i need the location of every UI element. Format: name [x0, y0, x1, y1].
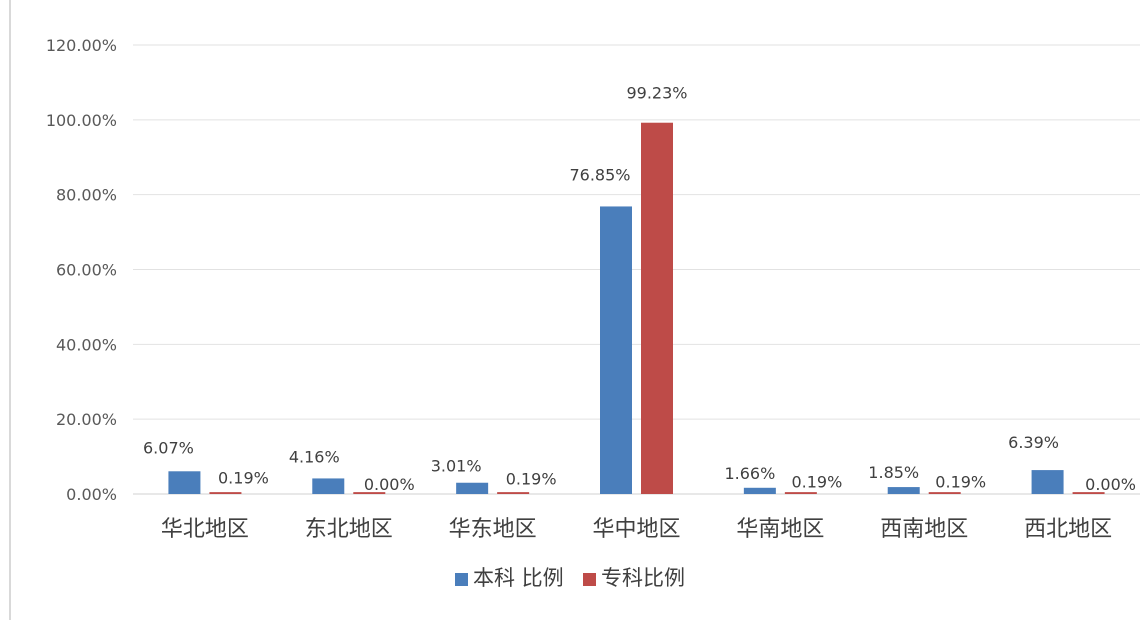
bar-undergrad-2 [456, 482, 489, 494]
bar-undergrad-6 [1031, 470, 1064, 494]
data-label: 76.85% [569, 165, 630, 184]
bar-undergrad-3 [600, 206, 632, 494]
y-axis-ticks: 0.00% 20.00% 40.00% 60.00% 80.00% 100.00% 120.… [46, 36, 117, 504]
bar-junior-1 [353, 492, 386, 494]
legend-label: 专科比例 [601, 566, 685, 590]
y-tick-label: 120.00% [46, 36, 117, 55]
data-label: 6.07% [143, 438, 194, 457]
data-label: 0.19% [506, 469, 557, 488]
legend-swatch [455, 573, 468, 586]
data-labels: 6.07% 4.16% 3.01% 76.85% 1.66% 1.85% 6.39% 0.19… [143, 84, 1136, 494]
x-axis-categories: 华北地区 东北地区 华东地区 华中地区 华南地区 西南地区 西北地区 [161, 517, 1112, 542]
data-label: 4.16% [289, 447, 340, 466]
x-category-label: 华北地区 [161, 517, 249, 542]
bar-junior-2 [497, 492, 530, 494]
data-label: 0.00% [364, 475, 415, 494]
data-label: 6.39% [1008, 433, 1059, 452]
y-tick-label: 40.00% [56, 335, 117, 354]
bars [168, 122, 1105, 494]
bar-junior-4 [784, 492, 817, 494]
x-category-label: 东北地区 [305, 517, 393, 542]
data-label: 1.66% [724, 464, 775, 483]
y-tick-label: 80.00% [56, 186, 117, 205]
x-category-label: 西南地区 [880, 517, 968, 542]
legend: 本科 比例 专科比例 [455, 566, 685, 590]
gridlines [133, 44, 1140, 495]
bar-undergrad-1 [312, 478, 345, 494]
y-tick-label: 0.00% [66, 485, 117, 504]
x-category-label: 华南地区 [736, 517, 824, 542]
bar-undergrad-0 [168, 471, 201, 494]
bar-junior-3 [641, 122, 673, 494]
bar-junior-0 [209, 492, 242, 494]
data-label: 0.19% [791, 472, 842, 491]
bar-junior-6 [1072, 492, 1105, 494]
bar-undergrad-4 [743, 487, 776, 494]
y-tick-label: 60.00% [56, 261, 117, 280]
x-category-label: 华东地区 [449, 517, 537, 542]
legend-label: 本科 比例 [473, 566, 564, 590]
x-category-label: 西北地区 [1024, 517, 1112, 542]
data-label: 99.23% [626, 84, 687, 103]
data-label: 3.01% [431, 457, 482, 476]
legend-swatch [583, 573, 596, 586]
x-category-label: 华中地区 [592, 517, 680, 542]
data-label: 0.19% [935, 472, 986, 491]
left-border [9, 0, 11, 620]
bar-junior-5 [928, 492, 961, 494]
bar-undergrad-5 [887, 487, 920, 494]
y-tick-label: 100.00% [46, 111, 117, 130]
y-tick-label: 20.00% [56, 410, 117, 429]
data-label: 0.19% [218, 468, 269, 487]
data-label: 1.85% [868, 463, 919, 482]
data-label: 0.00% [1085, 475, 1136, 494]
